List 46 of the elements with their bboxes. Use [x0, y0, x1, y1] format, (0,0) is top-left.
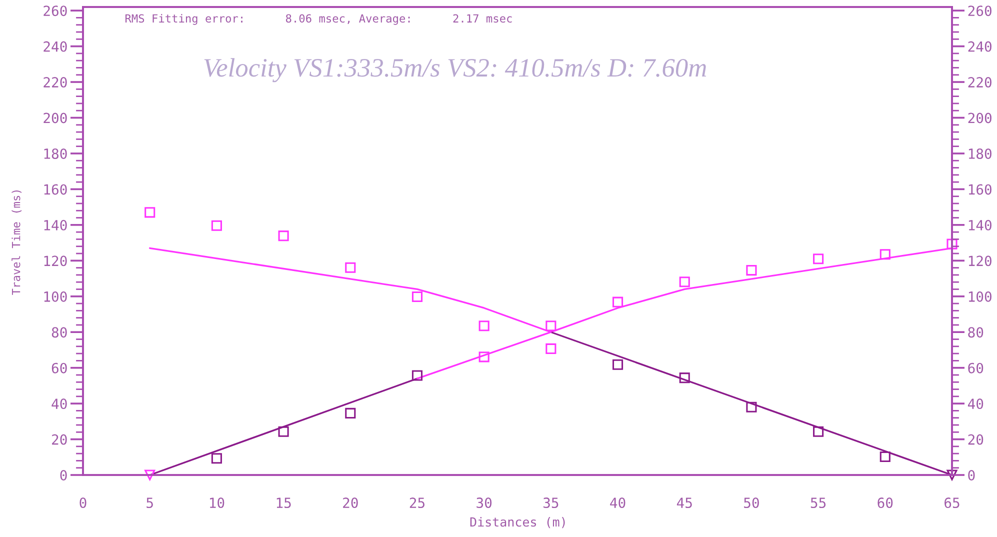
y-tick-label: 0 — [60, 470, 67, 481]
x-tick-label: 25 — [410, 498, 424, 508]
y-tick-label: 240 — [44, 41, 67, 52]
y-tick-label: 220 — [44, 77, 67, 88]
y2-tick-label: 240 — [968, 41, 992, 52]
x-tick-label: 20 — [343, 498, 358, 508]
x-tick-label: 0 — [80, 498, 86, 508]
x-tick-label: 60 — [878, 498, 893, 508]
x-tick-label: 45 — [676, 498, 692, 508]
y2-tick-label: 40 — [968, 398, 984, 410]
y-tick-label: 200 — [44, 112, 67, 124]
y2-tick-label: 200 — [968, 112, 992, 124]
x-tick-label: 30 — [476, 498, 492, 508]
y-tick-label: 120 — [44, 256, 67, 266]
y-tick-label: 180 — [44, 148, 67, 159]
x-tick-label: 35 — [543, 498, 558, 508]
y2-tick-label: 260 — [968, 6, 992, 16]
y-tick-label: 60 — [52, 362, 67, 374]
y2-tick-label: 160 — [968, 184, 992, 195]
y2-tick-label: 80 — [968, 327, 984, 338]
x-tick-label: 10 — [210, 498, 224, 508]
annotation: RMS Fitting error: 8.06 msec, Average: 2.17 msec — [125, 14, 512, 25]
y-tick-label: 20 — [52, 434, 67, 445]
y2-tick-label: 180 — [968, 148, 992, 159]
y-tick-label: 160 — [44, 184, 67, 195]
x-tick-label: 5 — [146, 498, 153, 508]
y2-tick-label: 120 — [968, 256, 992, 266]
y-tick-label: 100 — [44, 291, 67, 302]
y-tick-label: 140 — [44, 220, 67, 230]
y2-tick-label: 60 — [968, 362, 984, 374]
x-tick-label: 40 — [610, 498, 626, 508]
y-axis-title: Travel Time (ms) — [12, 190, 22, 295]
x-tick-label: 15 — [276, 498, 291, 508]
y-tick-label: 80 — [52, 327, 67, 338]
y2-tick-label: 0 — [968, 470, 975, 481]
y-tick-label: 260 — [44, 6, 67, 16]
y2-tick-label: 140 — [968, 220, 992, 230]
x-tick-label: 50 — [744, 498, 759, 508]
text: Velocity VS1:333.5m/s VS2: 410.5m/s D: 7.60m — [204, 58, 706, 82]
y2-tick-label: 220 — [968, 77, 992, 88]
x-axis-title: Distances (m) — [470, 516, 565, 528]
y-tick-label: 40 — [52, 398, 67, 410]
y2-tick-label: 100 — [968, 291, 992, 302]
x-tick-label: 55 — [810, 498, 826, 508]
x-tick-label: 65 — [944, 498, 960, 508]
y2-tick-label: 20 — [968, 434, 984, 445]
